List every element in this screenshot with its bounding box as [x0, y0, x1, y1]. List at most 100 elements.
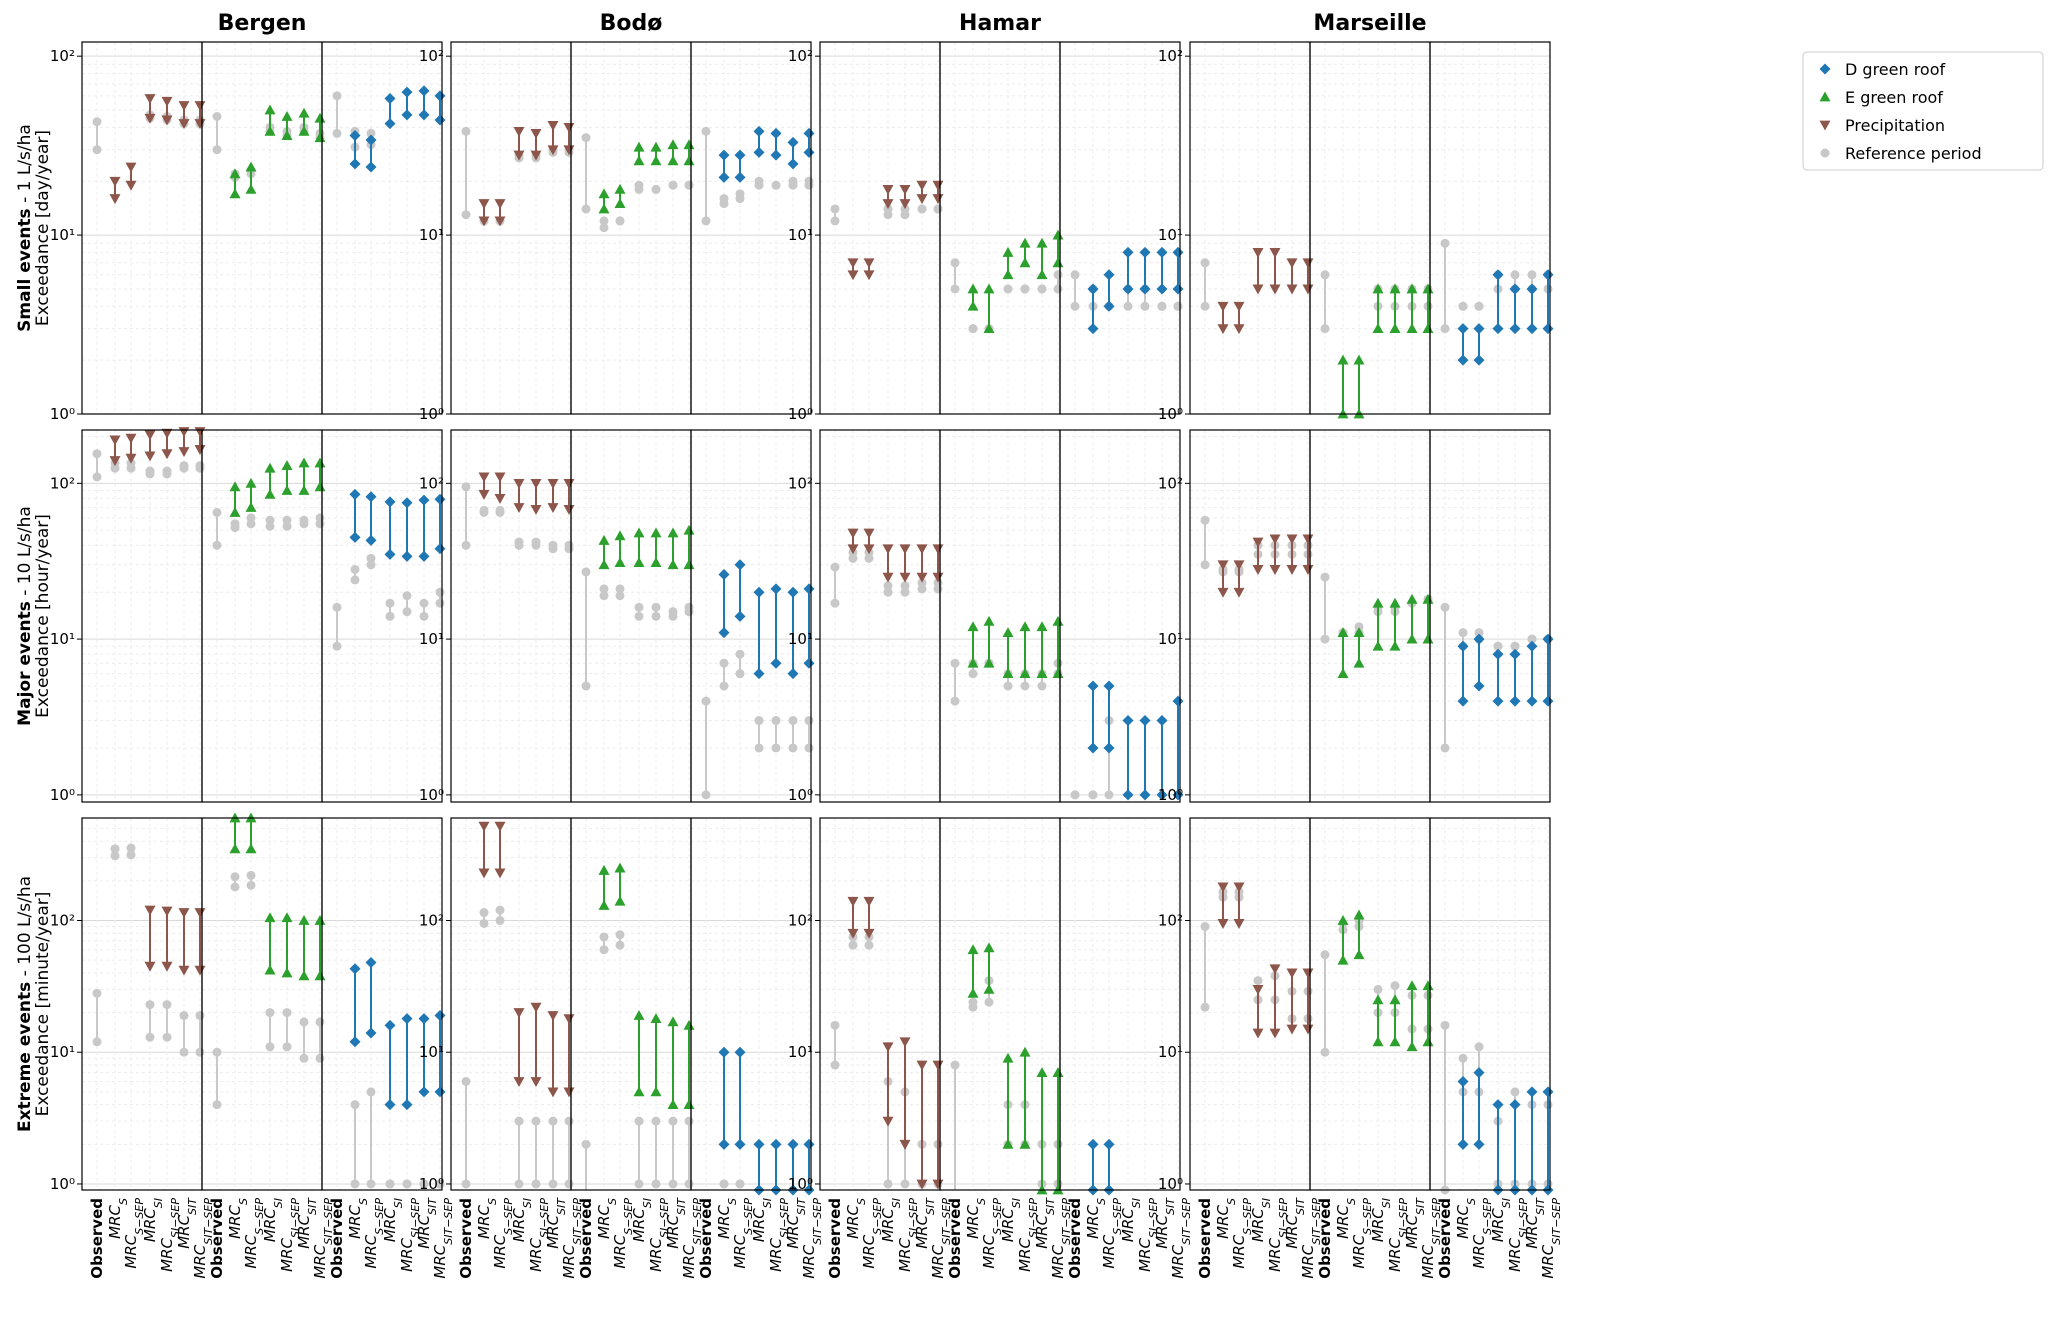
eroof-point: [314, 481, 326, 492]
y-tick-label: 10⁰: [1158, 786, 1183, 804]
droof-point: [1103, 269, 1115, 281]
reference-point: [564, 1179, 574, 1189]
eroof-point: [983, 323, 995, 334]
droof-point: [384, 118, 396, 130]
droof-point: [1509, 1099, 1521, 1111]
legend: D green roof E green roof Precipitation Ref…: [1802, 51, 2044, 171]
precip-point: [899, 185, 911, 195]
panel-frame: [1429, 41, 1551, 415]
eroof-point: [281, 967, 293, 978]
x-tick-label-mrc: MRCSIT: [664, 1197, 688, 1249]
x-tick-label-mrc: MRCS−SEP: [491, 1198, 515, 1269]
droof-point: [1457, 1138, 1469, 1150]
x-tick-label-mrc: MRCS: [346, 1198, 370, 1239]
panel-frame: [1059, 817, 1181, 1191]
x-tick-label-mrc: MRCSI−SEP: [896, 1198, 920, 1272]
eroof-point: [1337, 668, 1349, 679]
reference-point: [350, 1179, 360, 1189]
precip-point: [847, 928, 859, 939]
precip-point: [109, 194, 121, 205]
reference-point: [1020, 284, 1030, 294]
droof-point: [753, 1138, 765, 1150]
eroof-point: [1002, 627, 1014, 638]
eroof-point: [614, 530, 626, 541]
y-tick-label: 10²: [1158, 47, 1183, 65]
precip-point: [932, 544, 944, 555]
precip-point: [882, 572, 894, 583]
x-tick-label-mrc: MRCS−SEP: [860, 1198, 884, 1269]
droof-point: [787, 136, 799, 148]
precip-point: [178, 908, 190, 919]
droof-point: [734, 610, 746, 622]
eroof-point: [1389, 323, 1401, 334]
precip-point: [125, 433, 137, 444]
reference-point: [514, 1179, 524, 1189]
x-tick-label-mrc: MRCSIT−SEP: [680, 1198, 704, 1279]
droof-point: [787, 586, 799, 598]
precip-point: [547, 145, 559, 156]
droof-point: [349, 963, 361, 975]
precip-point: [494, 472, 506, 483]
droof-point: [734, 171, 746, 183]
droof-point: [349, 488, 361, 500]
eroof-point: [667, 1016, 679, 1027]
eroof-point: [1052, 1067, 1064, 1078]
eroof-point: [264, 125, 276, 136]
reference-point: [651, 1116, 661, 1126]
reference-point: [599, 932, 609, 942]
eroof-point: [281, 484, 293, 495]
x-tick-label: MRCS: [715, 1198, 739, 1239]
x-tick-label: MRCSI−SEP: [1386, 1198, 1410, 1272]
reference-point: [830, 598, 840, 608]
reference-point: [950, 258, 960, 268]
precip-point: [916, 180, 928, 191]
eroof-point: [1019, 237, 1031, 248]
y-tick-label: 10¹: [1158, 226, 1183, 244]
reference-point: [495, 505, 505, 515]
droof-point: [1087, 323, 1099, 335]
reference-point: [179, 1011, 189, 1021]
reference-point: [179, 461, 189, 471]
precip-point: [530, 1077, 542, 1087]
eroof-point: [633, 527, 645, 538]
x-tick-label: MRCSI−SEP: [1266, 1198, 1290, 1272]
reference-point: [788, 743, 798, 753]
precip-point: [563, 122, 575, 133]
precip-point: [899, 544, 911, 555]
reference-point: [212, 507, 222, 517]
droof-point: [1457, 640, 1469, 652]
droof-point: [734, 149, 746, 161]
precip-point: [563, 505, 575, 515]
droof-point: [770, 1138, 782, 1150]
reference-point: [282, 1008, 292, 1018]
x-tick-label-mrc: MRCS: [226, 1198, 250, 1239]
eroof-point: [1337, 627, 1349, 638]
droof-point: [418, 109, 430, 121]
eroof-point: [1406, 323, 1418, 334]
reference-point: [754, 743, 764, 753]
droof-point: [1103, 1138, 1115, 1150]
eroof-point: [1372, 283, 1384, 294]
reference-point: [950, 1060, 960, 1070]
eroof-point: [264, 104, 276, 115]
precip-point: [932, 572, 944, 583]
x-tick-label: MRCS−SEP: [491, 1198, 515, 1269]
precip-point: [494, 216, 506, 227]
x-tick-label-mrc: MRCSIT−SEP: [1299, 1198, 1323, 1279]
droof-point: [734, 1046, 746, 1058]
x-tick-label-mrc: MRCSI−SEP: [1386, 1198, 1410, 1272]
droof-point: [1457, 695, 1469, 707]
x-tick-label: MRCS−SEP: [1350, 1198, 1374, 1269]
reference-point: [950, 658, 960, 668]
reference-point: [804, 716, 814, 726]
reference-point: [1390, 981, 1400, 991]
reference-point: [92, 449, 102, 459]
reference-point: [830, 562, 840, 572]
eroof-point: [650, 141, 662, 152]
reference-point: [900, 587, 910, 597]
eroof-point: [1002, 668, 1014, 679]
reference-point: [385, 598, 395, 608]
y-tick-label: 10⁰: [419, 786, 444, 804]
reference-point: [92, 1037, 102, 1047]
reference-point: [1320, 950, 1330, 960]
